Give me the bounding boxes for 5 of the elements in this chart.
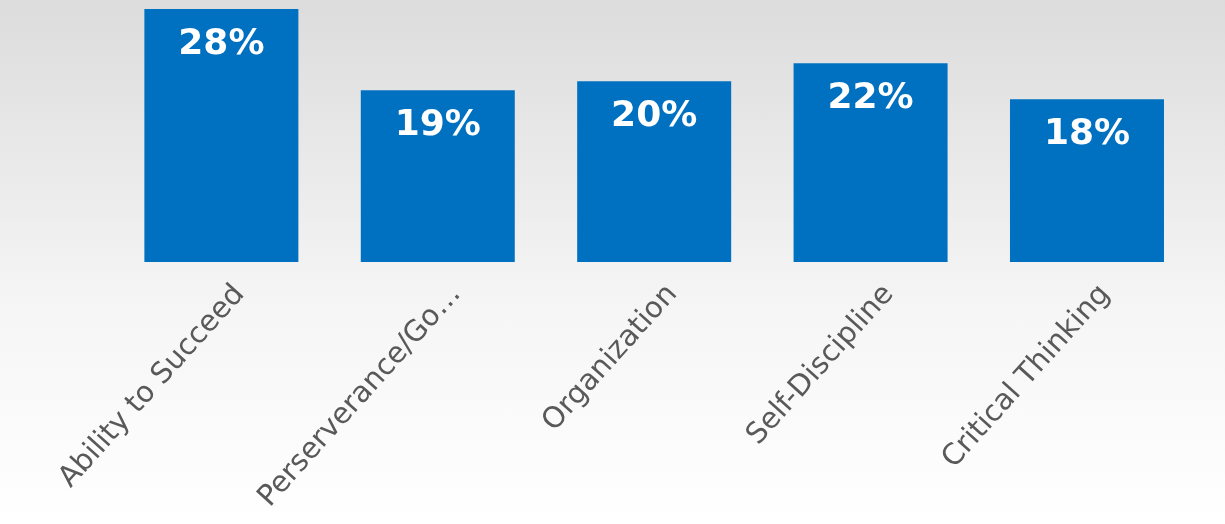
data-label: 22% <box>827 74 914 116</box>
data-label: 20% <box>611 92 698 134</box>
data-label: 18% <box>1043 110 1131 152</box>
data-label: 28% <box>178 20 265 62</box>
data-label: 19% <box>394 101 481 143</box>
